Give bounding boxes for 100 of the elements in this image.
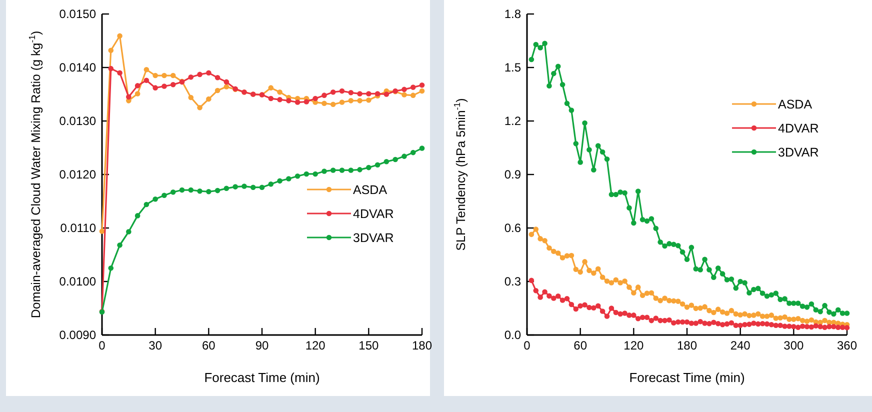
point (366, 164, 372, 170)
point (188, 187, 194, 193)
y-tick-label: 0.0 (504, 328, 522, 342)
point (322, 92, 327, 98)
point (108, 66, 114, 72)
point (294, 100, 300, 105)
point (232, 184, 238, 190)
point (322, 168, 327, 174)
point (366, 91, 372, 96)
point (170, 190, 176, 195)
x-tick-label: 120 (624, 338, 644, 353)
legend-label: 3DVAR (353, 231, 394, 245)
x-tick-label: 120 (305, 338, 326, 353)
legend-label: 3DVAR (778, 146, 819, 160)
point (108, 48, 114, 54)
point (312, 171, 318, 177)
point (357, 98, 362, 104)
point (277, 96, 282, 102)
point (108, 265, 114, 271)
point (277, 178, 282, 184)
point (348, 168, 354, 173)
point (402, 154, 407, 159)
point (339, 100, 345, 105)
point (170, 82, 176, 88)
x-tick-label: 180 (676, 338, 698, 353)
x-tick-label: 90 (255, 338, 269, 353)
y-tick-label: 0.0140 (59, 60, 96, 74)
point (402, 92, 407, 98)
point (144, 202, 150, 208)
y-tick-label: 1.5 (504, 60, 522, 74)
point (392, 156, 398, 162)
x-tick-label: 60 (202, 338, 216, 353)
point (224, 186, 230, 192)
point (162, 192, 167, 198)
point (366, 97, 372, 103)
legend-label: 4DVAR (353, 207, 394, 221)
y-tick-label: 0.0120 (59, 167, 96, 182)
point (134, 91, 140, 96)
point (152, 85, 158, 90)
point (214, 188, 220, 194)
point (126, 94, 132, 100)
point (410, 92, 416, 98)
point (162, 72, 167, 78)
point (259, 184, 265, 190)
point (339, 168, 345, 173)
point (214, 88, 220, 94)
point (268, 181, 274, 187)
point (304, 99, 310, 104)
point (304, 171, 310, 177)
point (117, 242, 122, 248)
y-tick-label: 0.0090 (59, 328, 96, 342)
point (330, 102, 336, 108)
point (410, 84, 416, 90)
y-tick-label: 0.0100 (59, 274, 96, 288)
y-tick-label: 0.9 (504, 167, 522, 182)
x-axis-title: Forecast Time (min) (204, 370, 320, 385)
point (197, 104, 202, 110)
x-tick-label: 180 (412, 338, 432, 353)
point (197, 188, 202, 194)
point (206, 96, 212, 102)
x-tick-label: 60 (574, 338, 588, 353)
point (339, 88, 345, 94)
y-tick-label: 0.3 (504, 274, 522, 288)
point (384, 92, 390, 97)
x-tick-label: 0 (524, 338, 531, 353)
point (224, 84, 230, 90)
x-tick-label: 30 (148, 338, 162, 353)
point (197, 72, 202, 78)
point (214, 75, 220, 80)
point (152, 196, 158, 202)
point (374, 162, 380, 168)
point (144, 78, 150, 83)
point (268, 96, 274, 102)
point (134, 213, 140, 218)
point (126, 229, 132, 234)
x-tick-label: 360 (836, 338, 858, 353)
point (357, 91, 362, 96)
point (170, 72, 176, 78)
legend-label: ASDA (778, 98, 813, 112)
legend-label: 4DVAR (778, 122, 819, 136)
point (419, 88, 425, 94)
point (144, 67, 150, 72)
point (330, 89, 336, 95)
point (348, 98, 354, 104)
point (162, 84, 167, 89)
point (384, 159, 390, 164)
point (188, 74, 194, 80)
x-tick-label: 0 (98, 338, 106, 353)
y-tick-label: 0.6 (504, 220, 522, 235)
point (117, 33, 122, 39)
point (206, 70, 212, 76)
point (286, 98, 292, 104)
x-tick-label: 240 (730, 338, 751, 353)
y-tick-label: 1.2 (504, 114, 522, 128)
point (322, 100, 327, 106)
point (206, 188, 212, 194)
point (294, 173, 300, 179)
y-tick-label: 0.0130 (59, 114, 96, 128)
legend-label: ASDA (353, 183, 388, 197)
x-tick-label: 300 (784, 338, 804, 353)
